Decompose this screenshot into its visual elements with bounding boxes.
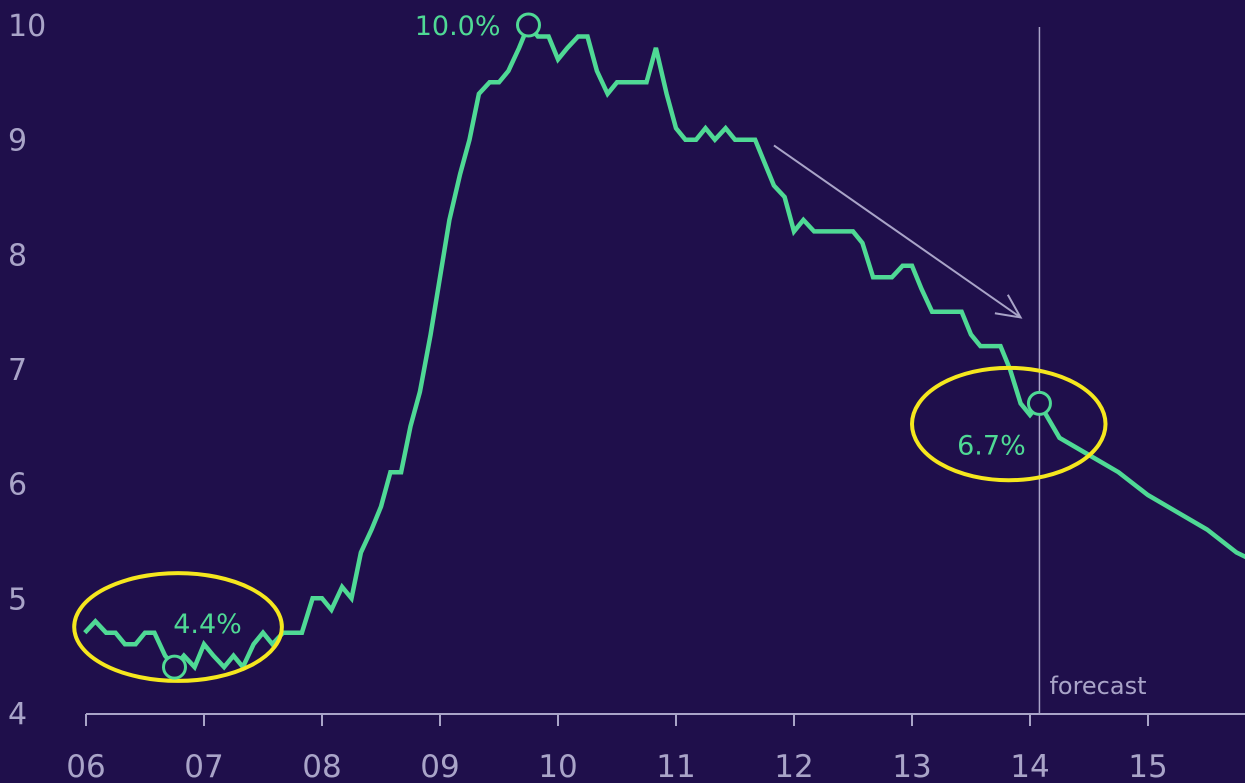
- point-marker: [1026, 390, 1052, 416]
- y-tick-label: 7: [8, 353, 27, 388]
- x-axis-ticks: [85, 714, 1149, 726]
- point-markers: [162, 12, 1052, 680]
- x-tick-label: 12: [774, 749, 813, 783]
- highlight-ellipses: [72, 365, 1108, 683]
- y-tick-label: 8: [8, 238, 27, 273]
- highlight-ellipse: [72, 571, 284, 683]
- x-tick-label: 15: [1128, 749, 1167, 783]
- y-tick-label: 4: [8, 697, 27, 732]
- x-tick-label: 06: [66, 749, 105, 783]
- trend-arrow-shaft: [773, 144, 1022, 319]
- highlight-ellipse: [910, 365, 1108, 483]
- trend-arrow: [773, 144, 1023, 319]
- x-tick-label: 14: [1010, 749, 1049, 783]
- trend-arrow-head: [994, 294, 1023, 319]
- x-tick-label: 13: [892, 749, 931, 783]
- y-tick-label: 6: [8, 468, 27, 503]
- x-tick-label: 10: [538, 749, 577, 783]
- x-axis-labels: 06 07 08 09 10 11 12 13 14 15: [66, 749, 1167, 783]
- annotation-label: 6.7%: [957, 430, 1026, 461]
- point-marker: [516, 12, 541, 38]
- annotation-label: 4.4%: [173, 609, 242, 640]
- y-tick-label: 9: [8, 124, 27, 159]
- y-tick-label: 5: [8, 582, 27, 617]
- annotation-labels: 4.4% 10.0% 6.7%: [173, 11, 1026, 640]
- x-tick-label: 08: [302, 749, 341, 783]
- forecast-label: forecast: [1049, 672, 1146, 700]
- unemployment-rate-line: [83, 20, 1245, 672]
- x-tick-label: 11: [656, 749, 695, 783]
- point-marker: [162, 654, 187, 680]
- x-tick-label: 09: [420, 749, 459, 783]
- annotation-label: 10.0%: [415, 11, 501, 42]
- y-tick-label: 10: [8, 9, 46, 44]
- x-tick-label: 07: [184, 749, 223, 783]
- y-axis-labels: 10 9 8 7 6 5 4: [8, 9, 46, 732]
